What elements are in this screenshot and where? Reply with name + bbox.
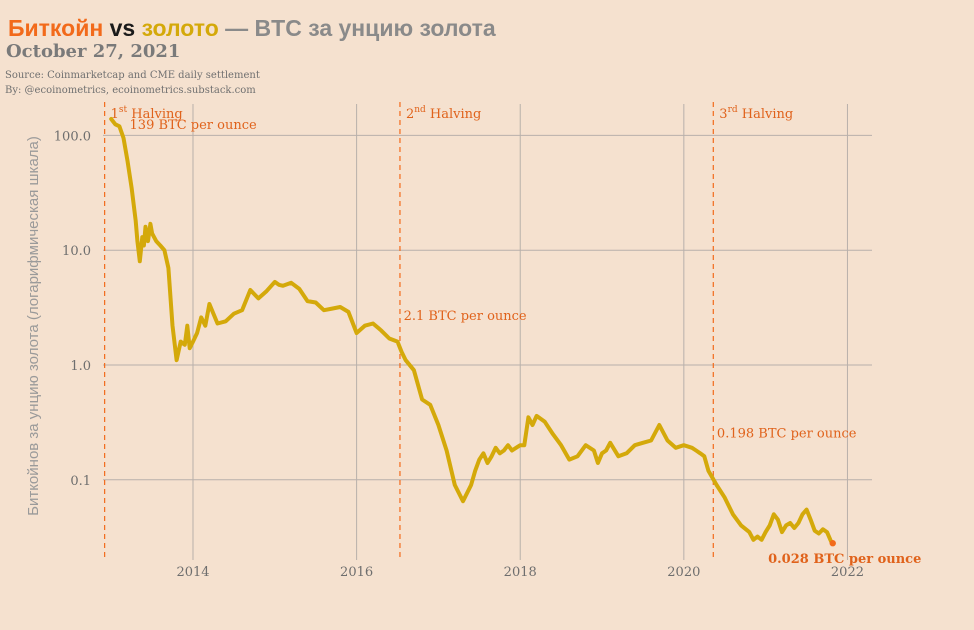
- halving-label-0: 1st Halving: [111, 105, 183, 122]
- halving-sup-2: rd: [728, 105, 738, 115]
- annotation-layer: 139 BTC per ounce 2.1 BTC per ounce 0.198 …: [130, 118, 922, 567]
- x-tick-label-1: 2016: [340, 565, 373, 580]
- series-line-0: [109, 117, 835, 546]
- halving-layer: 1st Halving 2nd Halving 3rd Halving: [104, 102, 793, 560]
- halving-label-1: 2nd Halving: [406, 105, 481, 122]
- y-tick-label-3: 0.1: [70, 474, 91, 489]
- chart-title: Биткойн vs золото — BTC за унцию золота: [8, 15, 496, 41]
- grid-layer: [103, 104, 872, 560]
- halving-sup-0: st: [119, 105, 128, 115]
- title-part-2: золото: [142, 15, 219, 41]
- annotation-label-0: 139 BTC per ounce: [130, 118, 257, 133]
- halving-sup-1: nd: [414, 105, 426, 115]
- title-part-3: — BTC за унцию золота: [219, 15, 496, 41]
- annotation-label-3: 0.028 BTC per ounce: [768, 552, 921, 567]
- chart-source: Source: Coinmarketcap and CME daily sett…: [5, 70, 260, 81]
- annotation-label-1: 2.1 BTC per ounce: [404, 309, 527, 324]
- halving-word-2: Halving: [738, 107, 794, 122]
- series-layer: [109, 117, 836, 547]
- end-point-marker: [829, 540, 836, 547]
- y-axis-label: Биткойнов за унцию золота (логарифмическ…: [25, 136, 42, 516]
- halving-word-0: Halving: [127, 107, 183, 122]
- halving-label-2: 3rd Halving: [719, 105, 793, 122]
- x-tick-label-2: 2018: [504, 565, 537, 580]
- halving-word-1: Halving: [426, 107, 482, 122]
- y-tick-label-2: 1.0: [70, 359, 91, 374]
- title-part-1: vs: [103, 15, 141, 41]
- halving-ord-0: 1: [111, 107, 119, 122]
- y-tick-label-0: 100.0: [54, 129, 91, 144]
- chart-byline: By: @ecoinometrics, ecoinometrics.substa…: [5, 85, 256, 96]
- annotation-label-2: 0.198 BTC per ounce: [717, 427, 857, 442]
- title-part-0: Биткойн: [8, 15, 103, 41]
- x-tick-label-4: 2022: [831, 565, 864, 580]
- halving-ord-1: 2: [406, 107, 414, 122]
- chart-subtitle: October 27, 2021: [6, 41, 180, 62]
- axis-layer: 100.0 10.0 1.0 0.1 2014 2016 2018 2020 2022: [54, 129, 864, 580]
- x-tick-label-0: 2014: [176, 565, 209, 580]
- y-tick-label-1: 10.0: [62, 244, 91, 259]
- halving-ord-2: 3: [719, 107, 727, 122]
- x-tick-label-3: 2020: [667, 565, 700, 580]
